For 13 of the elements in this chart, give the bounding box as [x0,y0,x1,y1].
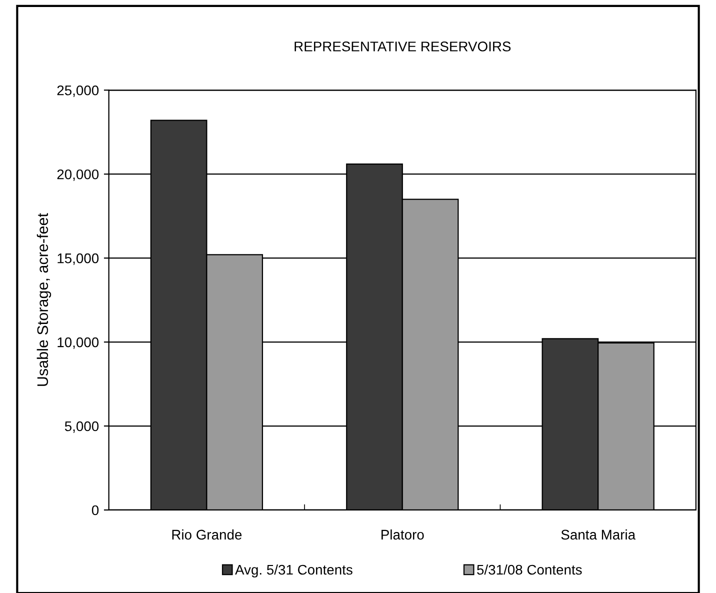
chart-title: REPRESENTATIVE RESERVOIRS [294,42,511,52]
y-tick-label: 10,000 [58,337,99,349]
y-tick-label: 0 [92,505,99,516]
y-axis-title: Usable Storage, acre-feet [36,213,52,386]
legend-label: Avg. 5/31 Contents [235,564,352,578]
x-tick-label: Platoro [382,529,424,540]
legend-label: 5/31/08 Contents [477,564,582,575]
y-tick-label: 25,000 [57,85,99,97]
x-tick-label: Rio Grande [172,529,242,540]
y-tick-label: 20,000 [57,169,99,181]
x-tick-label: Santa Maria [561,529,636,540]
y-tick-label: 5,000 [64,421,99,433]
y-tick-label: 15,000 [58,253,99,265]
